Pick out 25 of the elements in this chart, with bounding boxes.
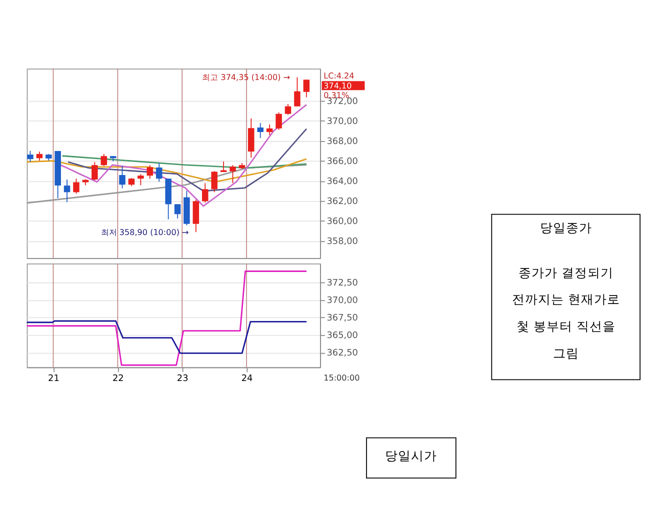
- annotation: 최고 374,35 (14:00) →: [202, 72, 290, 82]
- x-tick-label: 23: [176, 374, 188, 384]
- y-tick-label: 368,00: [326, 136, 358, 147]
- y-tick-label: 372,00: [326, 96, 358, 107]
- y-tick-label: 364,00: [326, 177, 358, 188]
- text: 15:00:00: [324, 374, 360, 383]
- annotation: 최저 358,90 (10:00) →: [100, 228, 190, 237]
- y-tick-label: 362,50: [326, 348, 358, 359]
- text: 종가가 결정되기 전까지는 현재가로 첯 봉부터 직선을 그림: [512, 264, 620, 360]
- text: 당일시가: [385, 448, 438, 464]
- y-tick-label: 366,00: [326, 157, 358, 168]
- y-tick-label: 372,50: [326, 278, 358, 289]
- text: 374,10: [324, 81, 352, 90]
- y-tick-label: 370,00: [326, 296, 358, 306]
- y-tick-label: 370,00: [326, 116, 358, 127]
- y-tick-label: 367,50: [326, 314, 358, 324]
- text: LC:4.24: [324, 71, 354, 80]
- y-tick-label: 360,00: [326, 217, 358, 228]
- y-tick-label: 358,00: [326, 237, 358, 248]
- text: 당일종가: [540, 220, 592, 236]
- y-tick-label: 365,00: [326, 331, 358, 342]
- x-tick-label: 22: [112, 374, 124, 384]
- y-tick-label: 362,00: [326, 197, 358, 208]
- x-tick-label: 21: [48, 374, 60, 384]
- x-tick-label: 24: [241, 374, 254, 384]
